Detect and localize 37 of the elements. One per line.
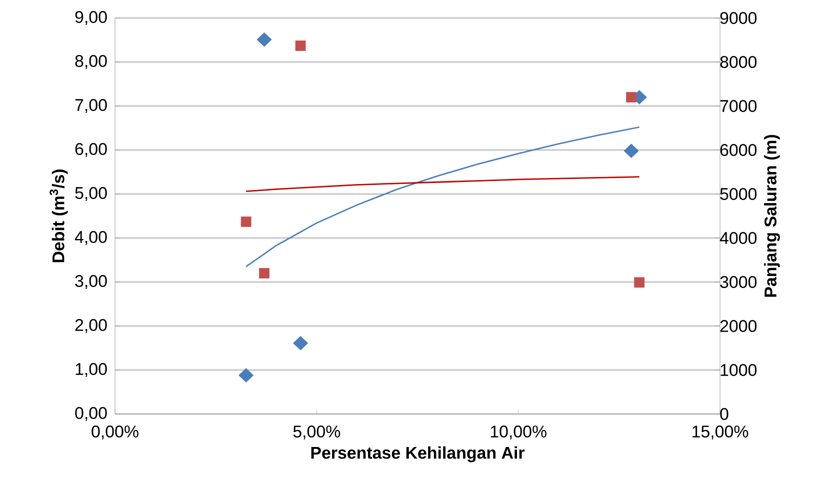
point <box>634 277 645 288</box>
y-tick-label: 7,00 <box>75 99 107 114</box>
y-tick-label: 1,00 <box>76 363 107 378</box>
y-tick-label: 6,00 <box>75 143 107 158</box>
y2-tick-label: 8000 <box>720 56 757 68</box>
y2-tick-label: 7000 <box>720 100 757 112</box>
point <box>238 368 254 382</box>
x-axis-title: Persentase Kehilangan Air <box>311 446 525 462</box>
point <box>256 32 272 47</box>
y2-tick-label: 5000 <box>720 188 757 200</box>
y2-tick-label: 2000 <box>720 320 757 332</box>
y-tick-label: 2,00 <box>75 319 107 334</box>
point <box>259 268 270 278</box>
y-tick-label: 4,00 <box>74 231 107 246</box>
point <box>292 336 308 350</box>
y2-tick-label: 6000 <box>720 144 757 156</box>
y2-tick-label: 4000 <box>720 232 757 244</box>
x-tick-label: 10,00% <box>490 426 546 440</box>
y-tick-label: 5,00 <box>75 187 107 202</box>
point <box>626 92 636 102</box>
x-tick-label: 5,00% <box>293 426 340 440</box>
y2-tick-label: 0 <box>720 408 728 420</box>
y2-tick-label: 9000 <box>720 12 757 24</box>
y-tick-label: 0,00 <box>75 407 107 421</box>
line-series <box>245 126 640 268</box>
y2-axis-title: Panjang Saluran (m) <box>764 134 780 297</box>
x-tick-label: 15,00% <box>692 426 748 440</box>
y-axis-title: Debit (m$^{3}$/s) <box>50 170 68 262</box>
x-tick-label: 0,00% <box>92 426 138 440</box>
point <box>240 216 252 227</box>
point <box>295 40 306 51</box>
y2-tick-label: 3000 <box>720 276 757 288</box>
y-tick-label: 9,00 <box>75 11 107 26</box>
y-tick-label: 8,00 <box>75 55 107 70</box>
point <box>624 144 639 158</box>
y2-tick-label: 1000 <box>720 364 757 376</box>
y-tick-label: 3,00 <box>75 275 107 290</box>
